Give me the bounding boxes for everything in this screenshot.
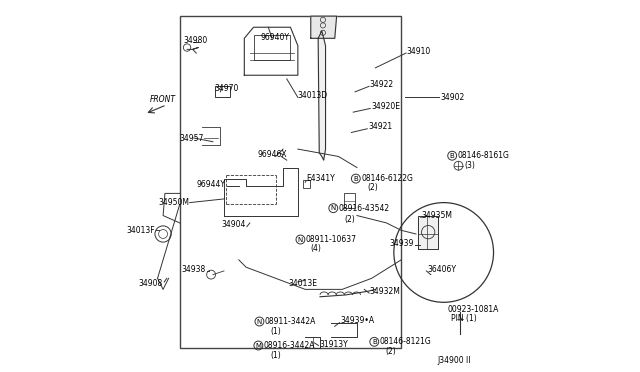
Text: 08911-10637: 08911-10637 — [305, 235, 356, 244]
Text: FRONT: FRONT — [149, 95, 175, 104]
Text: 96946X: 96946X — [257, 150, 287, 159]
Text: 34904: 34904 — [222, 220, 246, 229]
Text: M: M — [255, 343, 261, 349]
Text: 36406Y: 36406Y — [427, 264, 456, 273]
Polygon shape — [311, 16, 337, 38]
Text: 34013F: 34013F — [126, 226, 155, 235]
Text: (2): (2) — [367, 183, 378, 192]
Text: 34950M: 34950M — [158, 198, 189, 207]
Text: (1): (1) — [270, 351, 281, 360]
Bar — [253, 35, 291, 61]
Bar — [215, 86, 230, 97]
Text: 34935M: 34935M — [422, 211, 452, 220]
Text: 08146-8121G: 08146-8121G — [380, 337, 431, 346]
Bar — [303, 180, 310, 188]
Text: 34921: 34921 — [368, 122, 392, 131]
Text: 34938: 34938 — [181, 264, 205, 273]
Text: 34922: 34922 — [370, 80, 394, 89]
Text: (3): (3) — [464, 161, 475, 170]
Text: 96940Y: 96940Y — [261, 33, 290, 42]
Text: 08146-6122G: 08146-6122G — [362, 174, 413, 183]
Text: 34980: 34980 — [184, 36, 207, 45]
Text: 00923-1081A: 00923-1081A — [447, 305, 499, 314]
Text: (4): (4) — [311, 244, 322, 253]
Polygon shape — [318, 31, 326, 160]
Text: 08916-43542: 08916-43542 — [339, 203, 390, 213]
Text: 34932M: 34932M — [370, 287, 401, 296]
Bar — [344, 193, 355, 208]
Text: 34939•A: 34939•A — [340, 316, 374, 325]
Bar — [180, 16, 401, 349]
Text: 34939: 34939 — [390, 239, 414, 248]
Text: 34013D: 34013D — [298, 91, 328, 100]
Text: J34900 II: J34900 II — [438, 356, 472, 365]
Text: 31913Y: 31913Y — [319, 340, 348, 349]
Text: (2): (2) — [344, 215, 355, 224]
Text: E4341Y: E4341Y — [307, 174, 335, 183]
Text: 34970: 34970 — [215, 84, 239, 93]
Text: N: N — [331, 205, 336, 211]
Text: 34908: 34908 — [139, 279, 163, 288]
Text: 34013E: 34013E — [289, 279, 317, 288]
Text: 96944Y: 96944Y — [197, 180, 226, 189]
Text: B: B — [372, 339, 377, 345]
Text: 08146-8161G: 08146-8161G — [458, 151, 509, 160]
Text: 34920E: 34920E — [371, 102, 400, 111]
Text: 34902: 34902 — [440, 93, 464, 102]
Text: B: B — [353, 176, 358, 182]
Text: B: B — [450, 153, 454, 159]
Text: N: N — [257, 318, 262, 324]
Text: 34957: 34957 — [180, 134, 204, 142]
Text: 08911-3442A: 08911-3442A — [264, 317, 316, 326]
Text: N: N — [298, 237, 303, 243]
Text: 08916-3442A: 08916-3442A — [264, 341, 316, 350]
Text: (2): (2) — [386, 347, 396, 356]
Text: (1): (1) — [270, 327, 281, 336]
Polygon shape — [418, 215, 438, 249]
Text: 34910: 34910 — [407, 47, 431, 56]
Text: PIN (1): PIN (1) — [451, 314, 477, 323]
